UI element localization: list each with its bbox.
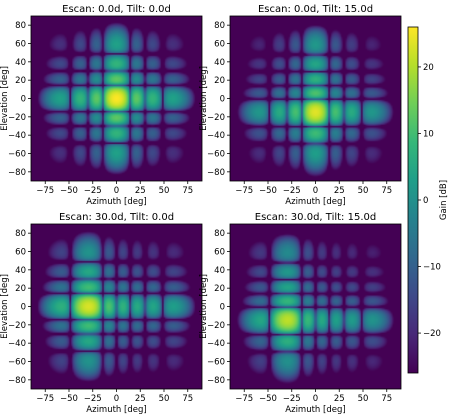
y-tick-label: 20 — [214, 76, 225, 86]
x-tick-label: 75 — [381, 186, 392, 196]
y-tick-label: −60 — [207, 358, 225, 368]
y-tick-label: 0 — [220, 95, 225, 105]
x-tick-label: −50 — [259, 394, 277, 404]
y-tick-label: 20 — [15, 76, 26, 86]
x-tick-label: 50 — [159, 186, 170, 196]
x-tick-label: −50 — [60, 394, 78, 404]
x-tick-label: 0 — [114, 186, 119, 196]
heatmap-image — [230, 224, 401, 389]
x-tick-label: 0 — [313, 186, 318, 196]
x-tick-label: −25 — [84, 394, 102, 404]
y-tick-label: −60 — [8, 358, 26, 368]
x-tick-label: 0 — [313, 394, 318, 404]
y-tick-label: 80 — [15, 21, 26, 31]
x-tick-label: 25 — [135, 186, 146, 196]
y-tick-label: 0 — [21, 303, 26, 313]
y-tick-label: −80 — [8, 168, 26, 178]
x-tick-label: −75 — [235, 394, 253, 404]
x-tick-label: −75 — [235, 186, 253, 196]
subplot-title: Escan: 0.0d, Tilt: 0.0d — [62, 4, 171, 15]
heatmap-image — [31, 16, 202, 181]
x-tick-label: 50 — [159, 394, 170, 404]
colorbar-tick-label: −10 — [423, 263, 441, 273]
heatmap-image — [230, 16, 401, 181]
colorbar-tick-label: −20 — [423, 329, 441, 339]
y-tick-label: 40 — [15, 266, 26, 276]
x-tick-label: −25 — [283, 394, 301, 404]
y-axis-label: Elevation [deg] — [0, 274, 10, 339]
subplot-title: Escan: 0.0d, Tilt: 15.0d — [258, 4, 373, 15]
y-tick-label: 60 — [15, 40, 26, 50]
y-tick-label: −40 — [207, 131, 225, 141]
colorbar-tick-label: 0 — [423, 196, 428, 206]
y-tick-label: 60 — [214, 248, 225, 258]
y-tick-label: −20 — [207, 321, 225, 331]
x-axis-label: Azimuth [deg] — [86, 405, 146, 415]
x-axis-label: Azimuth [deg] — [86, 197, 146, 207]
subplot-top-left: Escan: 0.0d, Tilt: 0.0d −75 −50 −25 0 25 50 75 −… — [0, 4, 203, 207]
y-tick-label: −40 — [207, 339, 225, 349]
y-tick-label: 20 — [15, 284, 26, 294]
y-tick-label: 40 — [214, 58, 225, 68]
x-tick-label: 75 — [182, 186, 193, 196]
y-tick-label: 40 — [15, 58, 26, 68]
y-tick-label: 60 — [214, 40, 225, 50]
y-tick-label: −40 — [8, 131, 26, 141]
y-axis-label: Elevation [deg] — [199, 274, 209, 339]
x-tick-label: −75 — [36, 394, 54, 404]
y-tick-label: −40 — [8, 339, 26, 349]
subplot-bottom-left: Escan: 30.0d, Tilt: 0.0d −75 −50 −25 0 25 50 75… — [0, 212, 203, 415]
x-tick-label: 50 — [358, 394, 369, 404]
colorbar-tick-label: 10 — [423, 129, 434, 139]
y-axis-label: Elevation [deg] — [199, 66, 209, 131]
x-tick-label: 25 — [135, 394, 146, 404]
x-tick-label: −50 — [259, 186, 277, 196]
y-tick-label: −20 — [207, 113, 225, 123]
x-tick-label: −25 — [84, 186, 102, 196]
x-tick-label: −25 — [283, 186, 301, 196]
x-axis-label: Azimuth [deg] — [285, 405, 345, 415]
y-tick-label: 0 — [220, 303, 225, 313]
heatmap-image — [31, 224, 202, 389]
y-tick-label: −60 — [207, 150, 225, 160]
x-tick-label: 75 — [381, 394, 392, 404]
x-tick-label: 25 — [334, 394, 345, 404]
x-tick-label: 25 — [334, 186, 345, 196]
x-tick-label: 50 — [358, 186, 369, 196]
y-tick-label: −20 — [8, 321, 26, 331]
x-tick-label: −75 — [36, 186, 54, 196]
subplot-title: Escan: 30.0d, Tilt: 15.0d — [255, 212, 376, 223]
y-tick-label: 80 — [214, 21, 225, 31]
y-tick-label: −60 — [8, 150, 26, 160]
x-tick-label: −50 — [60, 186, 78, 196]
y-tick-label: −80 — [207, 376, 225, 386]
colorbar-tick-label: 20 — [423, 63, 434, 73]
y-tick-label: −80 — [207, 168, 225, 178]
colorbar-label: Gain [dB] — [439, 180, 449, 220]
y-tick-label: 20 — [214, 284, 225, 294]
y-axis-label: Elevation [deg] — [0, 66, 10, 131]
x-tick-label: 75 — [182, 394, 193, 404]
y-tick-label: −80 — [8, 376, 26, 386]
x-axis-label: Azimuth [deg] — [285, 197, 345, 207]
y-tick-label: −20 — [8, 113, 26, 123]
subplot-top-right: Escan: 0.0d, Tilt: 15.0d −75 −50 −25 0 25 50 75… — [199, 4, 402, 207]
x-tick-label: 0 — [114, 394, 119, 404]
subplot-bottom-right: Escan: 30.0d, Tilt: 15.0d −75 −50 −25 0 25 50 7… — [199, 212, 402, 415]
y-tick-label: 0 — [21, 95, 26, 105]
y-tick-label: 60 — [15, 248, 26, 258]
y-tick-label: 80 — [214, 229, 225, 239]
subplot-title: Escan: 30.0d, Tilt: 0.0d — [59, 212, 174, 223]
y-tick-label: 80 — [15, 229, 26, 239]
colorbar — [407, 26, 419, 374]
y-tick-label: 40 — [214, 266, 225, 276]
